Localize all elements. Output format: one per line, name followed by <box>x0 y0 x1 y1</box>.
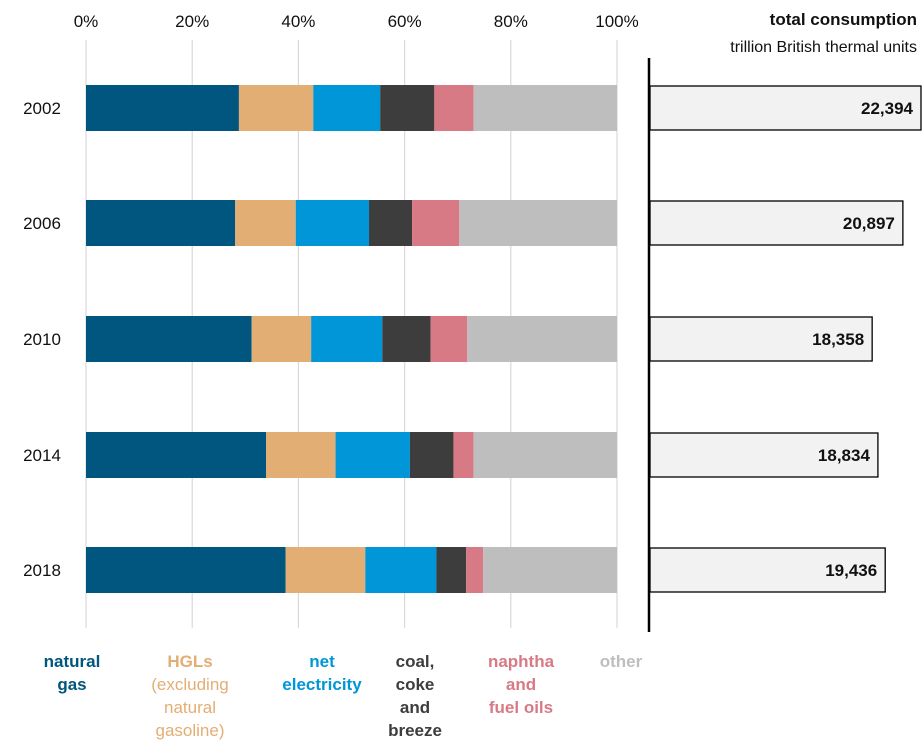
bar-2018-other <box>483 547 617 593</box>
bar-2010-hgls-excluding-natural-gasoline <box>251 316 312 362</box>
total-consumption-panel: total consumption trillion British therm… <box>647 10 922 632</box>
bar-2002-natural-gas <box>86 85 239 131</box>
legend-entry-hgls-excluding-natural-gasoline: HGLs (excluding natural gasoline) <box>151 652 229 740</box>
y-axis-labels: 2002 2006 2010 2014 2018 <box>23 99 61 580</box>
total-value-2010: 18,358 <box>812 330 864 349</box>
y-label-2018: 2018 <box>23 561 61 580</box>
legend-label-line: HGLs <box>167 652 212 671</box>
legend-entry-coal-coke-and-breeze: coal, coke and breeze <box>388 652 442 740</box>
bar-2010-natural-gas <box>86 316 252 362</box>
x-tick-label: 80% <box>494 12 528 31</box>
total-value-2002: 22,394 <box>861 99 914 118</box>
legend-label-line: breeze <box>388 721 442 740</box>
legend-entry-naphtha-and-fuel-oils: naphtha and fuel oils <box>488 652 555 717</box>
legend-label-line: naphtha <box>488 652 555 671</box>
legend-label-line: other <box>600 652 643 671</box>
y-label-2014: 2014 <box>23 446 61 465</box>
total-value-2014: 18,834 <box>818 446 871 465</box>
legend-label-line: net <box>309 652 335 671</box>
y-label-2006: 2006 <box>23 214 61 233</box>
total-bar-2010 <box>649 316 873 362</box>
bar-2006-coal-coke-and-breeze <box>369 200 413 246</box>
total-panel-title: total consumption <box>770 10 917 29</box>
bar-2014-hgls-excluding-natural-gasoline <box>266 432 336 478</box>
bar-2006-hgls-excluding-natural-gasoline <box>235 200 296 246</box>
x-tick-label: 100% <box>595 12 638 31</box>
bar-2002-coal-coke-and-breeze <box>380 85 435 131</box>
bar-2010-other <box>467 316 617 362</box>
bar-2006-naphtha-and-fuel-oils <box>412 200 460 246</box>
bar-2002-naphtha-and-fuel-oils <box>434 85 474 131</box>
legend-label-line: coal, <box>396 652 435 671</box>
total-panel-unit: trillion British thermal units <box>730 39 917 56</box>
total-value-2018: 19,436 <box>825 561 877 580</box>
bar-2010-net-electricity <box>311 316 383 362</box>
total-bar-2018 <box>649 547 886 593</box>
bar-2002-other <box>473 85 617 131</box>
stacked-bars <box>86 85 617 593</box>
legend: natural gas HGLs (excluding natural gasoline)… <box>44 652 643 740</box>
y-label-2010: 2010 <box>23 330 61 349</box>
legend-label-line: and <box>400 698 430 717</box>
bar-2014-natural-gas <box>86 432 267 478</box>
legend-label-line: (excluding <box>151 675 229 694</box>
bar-2014-net-electricity <box>335 432 410 478</box>
bar-2018-hgls-excluding-natural-gasoline <box>285 547 366 593</box>
legend-label-line: gas <box>57 675 86 694</box>
x-tick-label: 60% <box>388 12 422 31</box>
y-label-2002: 2002 <box>23 99 61 118</box>
bar-2010-coal-coke-and-breeze <box>382 316 431 362</box>
bar-2018-natural-gas <box>86 547 286 593</box>
legend-label-line: and <box>506 675 536 694</box>
legend-label-line: natural <box>164 698 216 717</box>
total-bar-2002 <box>649 85 922 131</box>
total-bar-2006 <box>649 200 904 246</box>
bar-2006-other <box>459 200 617 246</box>
bar-2018-net-electricity <box>365 547 437 593</box>
bar-2010-naphtha-and-fuel-oils <box>430 316 468 362</box>
bar-2006-net-electricity <box>295 200 370 246</box>
bar-2002-hgls-excluding-natural-gasoline <box>238 85 314 131</box>
total-value-2006: 20,897 <box>843 214 895 233</box>
x-tick-label: 40% <box>281 12 315 31</box>
total-bar-2014 <box>649 432 879 478</box>
x-tick-label: 20% <box>175 12 209 31</box>
legend-label-line: electricity <box>282 675 362 694</box>
legend-entry-other: other <box>600 652 643 671</box>
x-axis-ticks: 0% 20% 40% 60% 80% 100% <box>74 12 639 31</box>
bar-2006-natural-gas <box>86 200 236 246</box>
bar-2018-naphtha-and-fuel-oils <box>466 547 484 593</box>
bar-2014-coal-coke-and-breeze <box>409 432 454 478</box>
bar-2014-other <box>473 432 617 478</box>
legend-label-line: coke <box>396 675 435 694</box>
legend-entry-natural-gas: natural gas <box>44 652 101 694</box>
x-tick-label: 0% <box>74 12 99 31</box>
bar-2002-net-electricity <box>313 85 381 131</box>
bar-2014-naphtha-and-fuel-oils <box>453 432 474 478</box>
legend-label-line: gasoline) <box>156 721 225 740</box>
legend-label-line: fuel oils <box>489 698 553 717</box>
legend-label-line: natural <box>44 652 101 671</box>
legend-entry-net-electricity: net electricity <box>282 652 362 694</box>
bar-2018-coal-coke-and-breeze <box>436 547 467 593</box>
